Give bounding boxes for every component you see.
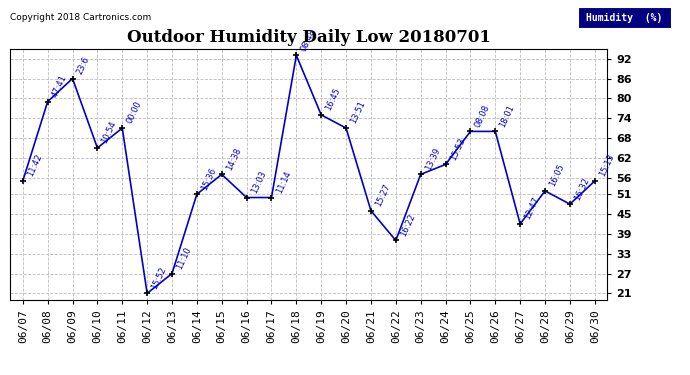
Text: 15:52: 15:52 — [150, 265, 168, 291]
Text: 16:05: 16:05 — [548, 163, 566, 188]
Text: 13:51: 13:51 — [349, 100, 367, 125]
Text: 13:03: 13:03 — [249, 169, 268, 195]
Text: 13:39: 13:39 — [424, 146, 442, 172]
Text: 00:00: 00:00 — [125, 100, 144, 125]
Text: 15:53: 15:53 — [448, 136, 466, 162]
Text: 16:45: 16:45 — [324, 87, 342, 112]
Text: 10:54: 10:54 — [100, 120, 119, 145]
Text: 15:27: 15:27 — [374, 183, 392, 208]
Text: 47:41: 47:41 — [50, 74, 69, 99]
Text: 12:47: 12:47 — [523, 196, 541, 221]
Text: 08:08: 08:08 — [473, 103, 491, 129]
Text: 15:36: 15:36 — [199, 166, 218, 191]
Text: 23:6: 23:6 — [75, 55, 91, 76]
Text: 16:32: 16:32 — [573, 176, 591, 201]
Text: Humidity  (%): Humidity (%) — [586, 13, 662, 23]
Text: 11:10: 11:10 — [175, 246, 193, 271]
Text: 08:48: 08:48 — [299, 27, 317, 52]
Text: 18:01: 18:01 — [498, 103, 516, 129]
Text: 11:42: 11:42 — [26, 153, 43, 178]
Text: 14:38: 14:38 — [224, 146, 243, 172]
Text: 16:22: 16:22 — [399, 212, 417, 238]
Text: 11:14: 11:14 — [274, 170, 293, 195]
Title: Outdoor Humidity Daily Low 20180701: Outdoor Humidity Daily Low 20180701 — [127, 29, 491, 46]
Text: Copyright 2018 Cartronics.com: Copyright 2018 Cartronics.com — [10, 13, 152, 22]
Text: 15:13: 15:13 — [598, 153, 615, 178]
